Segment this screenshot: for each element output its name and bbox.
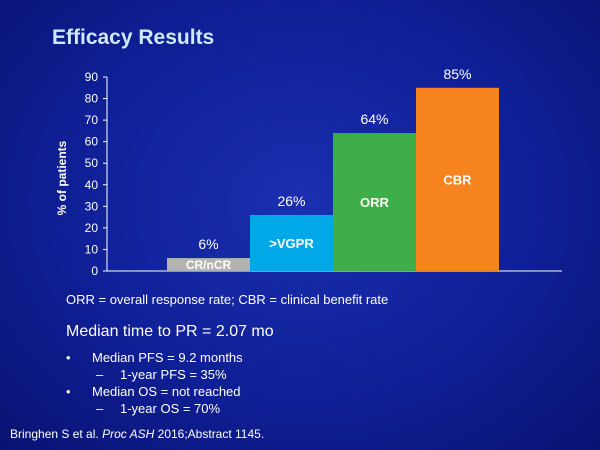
abbreviation-definitions: ORR = overall response rate; CBR = clini… xyxy=(66,292,389,307)
slide-title: Efficacy Results xyxy=(52,26,215,49)
data-label: 6% xyxy=(198,236,218,252)
y-tick-label: 30 xyxy=(85,199,99,213)
citation-journal: Proc ASH xyxy=(102,427,155,441)
y-tick-label: 70 xyxy=(85,113,99,127)
y-tick-label: 50 xyxy=(85,156,99,170)
sub-bullet-text: 1-year OS = 70% xyxy=(120,401,221,416)
category-label: ORR xyxy=(360,195,390,210)
sub-bullet-item: – 1-year OS = 70% xyxy=(66,400,243,417)
citation-suffix: 2016;Abstract 1145. xyxy=(154,427,265,441)
sub-bullet-mark: – xyxy=(96,401,104,416)
y-tick-label: 20 xyxy=(85,221,99,235)
sub-bullet-text: 1-year PFS = 35% xyxy=(120,367,227,382)
citation: Bringhen S et al. Proc ASH 2016;Abstract… xyxy=(10,427,264,441)
citation-prefix: Bringhen S et al. xyxy=(10,427,103,441)
sub-bullet-mark: – xyxy=(96,367,104,382)
data-label: 26% xyxy=(277,193,305,209)
y-tick-label: 80 xyxy=(85,92,99,106)
y-tick-label: 90 xyxy=(85,70,99,84)
bullet-text: Median OS = not reached xyxy=(92,384,241,399)
bar-cbr xyxy=(416,87,499,272)
category-label: CR/nCR xyxy=(186,258,232,272)
bullet-mark: • xyxy=(66,384,71,399)
efficacy-bar-chart: 0 10 20 30 40 50 60 70 80 90 % of patients 6% CR/nC… xyxy=(55,66,499,278)
y-axis-label: % of patients xyxy=(55,140,69,215)
bullet-item: • Median OS = not reached xyxy=(66,383,243,400)
median-time-to-pr: Median time to PR = 2.07 mo xyxy=(66,323,274,340)
bullet-mark: • xyxy=(66,350,71,365)
bar-vgpr xyxy=(250,214,333,271)
category-label: CBR xyxy=(443,172,472,187)
data-label: 64% xyxy=(360,111,388,127)
bar-orr xyxy=(333,133,416,271)
y-tick-label: 60 xyxy=(85,135,99,149)
category-label: >VGPR xyxy=(269,236,314,251)
bullet-text: Median PFS = 9.2 months xyxy=(92,350,243,365)
data-label: 85% xyxy=(443,66,471,82)
sub-bullet-item: – 1-year PFS = 35% xyxy=(66,366,243,383)
bullet-list: • Median PFS = 9.2 months – 1-year PFS = 3… xyxy=(66,349,243,417)
y-tick-label: 40 xyxy=(85,178,99,192)
bar-cr-ncr xyxy=(167,258,250,271)
y-tick-label: 0 xyxy=(91,264,98,278)
bullet-item: • Median PFS = 9.2 months xyxy=(66,349,243,366)
y-tick-label: 10 xyxy=(85,242,99,256)
